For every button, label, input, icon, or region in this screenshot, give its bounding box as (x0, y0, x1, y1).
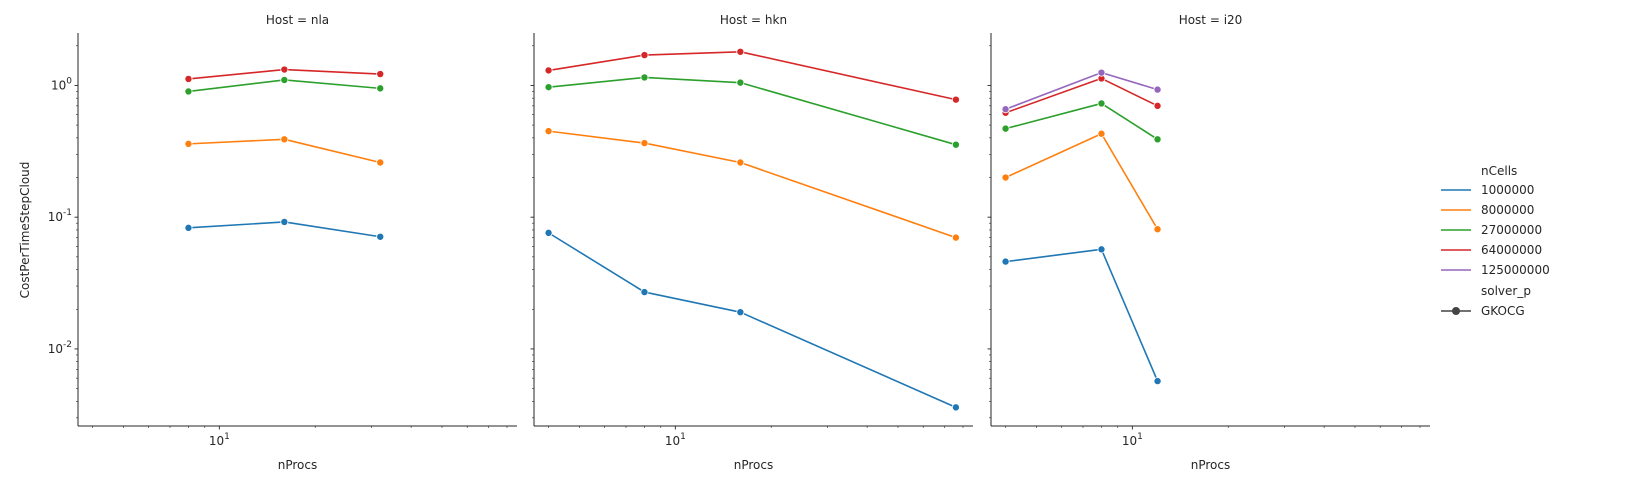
panel-title: Host = i20 (1179, 13, 1243, 27)
data-point-1000000 (1097, 245, 1106, 254)
data-point-27000000 (1001, 124, 1010, 133)
series-line-8000000 (548, 130, 957, 239)
series-line-1000000 (1005, 248, 1159, 382)
data-point-125000000 (1001, 105, 1010, 114)
y-tick-label: 10-2 (48, 340, 72, 356)
facet-panel: 101 nProcs Host = hkn (530, 13, 973, 472)
legend-label: 1000000 (1481, 183, 1534, 197)
legend-title-solver: solver_p (1481, 284, 1531, 298)
data-point-64000000 (736, 47, 745, 56)
data-point-27000000 (184, 87, 193, 96)
legend-label: 64000000 (1481, 243, 1542, 257)
y-tick-label: 10-1 (48, 208, 72, 224)
x-axis-label: nProcs (734, 458, 774, 472)
data-point-8000000 (376, 158, 385, 167)
series-line-64000000 (1005, 77, 1158, 114)
legend: nCells 1000000 8000000 27000000 64000000 1250… (1441, 164, 1550, 318)
data-point-64000000 (376, 70, 385, 79)
data-point-8000000 (1001, 173, 1010, 182)
data-point-1000000 (280, 217, 289, 226)
panel-title: Host = nla (266, 13, 329, 27)
data-point-8000000 (280, 135, 289, 144)
x-tick-label: 101 (665, 432, 686, 448)
data-point-64000000 (184, 74, 193, 83)
data-point-1000000 (184, 223, 193, 232)
legend-label: 27000000 (1481, 223, 1542, 237)
data-point-1000000 (1153, 377, 1162, 386)
data-point-27000000 (376, 84, 385, 93)
y-axis-label: CostPerTimeStepCloud (18, 162, 32, 299)
data-point-8000000 (951, 233, 960, 242)
legend-label: 8000000 (1481, 203, 1534, 217)
data-point-64000000 (280, 65, 289, 74)
data-point-125000000 (1153, 85, 1162, 94)
data-point-64000000 (1153, 101, 1162, 110)
facet-panel: 101 nProcs Host = i20 (987, 13, 1430, 472)
legend-style-marker (1452, 307, 1460, 315)
series-line-64000000 (548, 50, 957, 101)
data-point-8000000 (736, 158, 745, 167)
data-point-27000000 (951, 140, 960, 149)
data-point-1000000 (640, 288, 649, 297)
x-tick-label: 101 (1122, 432, 1143, 448)
data-point-1000000 (544, 228, 553, 237)
legend-title-ncells: nCells (1481, 164, 1517, 178)
data-point-8000000 (184, 139, 193, 148)
panel-title: Host = hkn (720, 13, 787, 27)
data-point-8000000 (1097, 129, 1106, 138)
series-line-1000000 (548, 232, 957, 409)
data-point-64000000 (544, 66, 553, 75)
data-point-1000000 (951, 403, 960, 412)
x-axis-label: nProcs (1191, 458, 1231, 472)
data-point-8000000 (544, 127, 553, 136)
data-point-27000000 (736, 78, 745, 87)
data-point-8000000 (640, 139, 649, 148)
legend-label: 125000000 (1481, 263, 1550, 277)
data-point-1000000 (376, 232, 385, 241)
series-line-8000000 (1005, 132, 1159, 230)
data-point-27000000 (1153, 135, 1162, 144)
data-point-27000000 (544, 83, 553, 92)
facet-panels: 100 10-1 10-2 101 nProcs Host = nla 101 nProcs H… (48, 13, 1430, 472)
y-tick-label: 100 (51, 76, 72, 92)
series-line-125000000 (1005, 71, 1158, 110)
data-point-27000000 (640, 73, 649, 82)
series-line-27000000 (548, 76, 957, 146)
data-point-1000000 (736, 308, 745, 317)
data-point-27000000 (1097, 99, 1106, 108)
facet-panel: 100 10-1 10-2 101 nProcs Host = nla (48, 13, 517, 472)
data-point-125000000 (1097, 68, 1106, 77)
data-point-1000000 (1001, 257, 1010, 266)
series-line-27000000 (1005, 102, 1158, 140)
data-point-64000000 (951, 95, 960, 104)
data-point-64000000 (640, 51, 649, 60)
x-tick-label: 101 (209, 432, 230, 448)
data-point-27000000 (280, 75, 289, 84)
legend-style-label: GKOCG (1481, 304, 1525, 318)
data-point-8000000 (1153, 225, 1162, 234)
x-axis-label: nProcs (278, 458, 318, 472)
